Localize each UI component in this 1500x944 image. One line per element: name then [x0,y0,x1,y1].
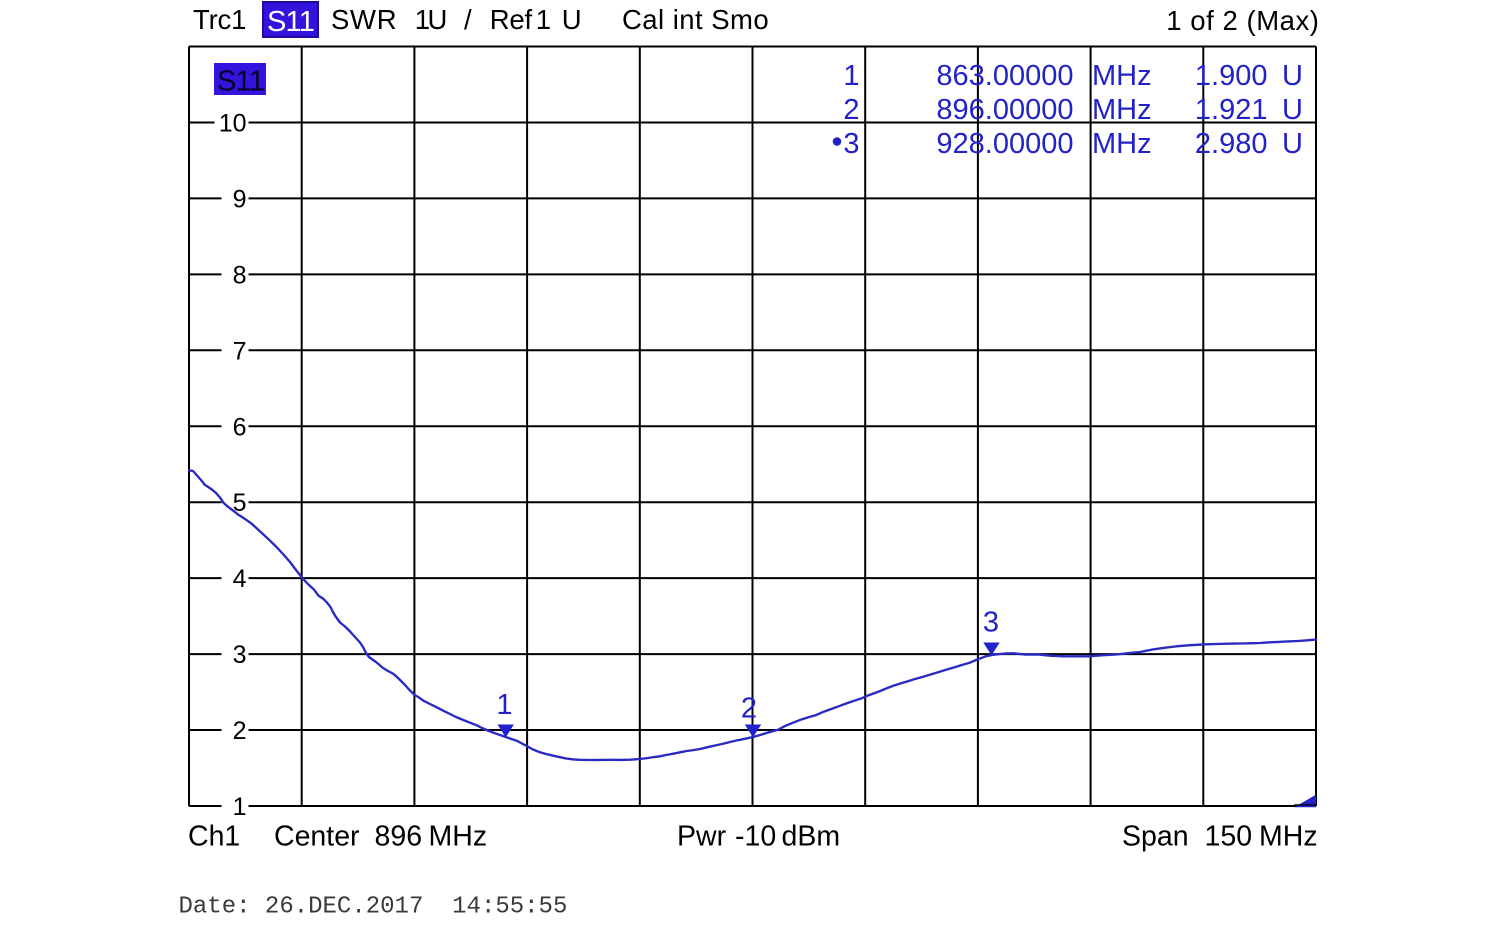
svg-text:Pwr: Pwr [677,821,727,853]
svg-text:9: 9 [233,185,247,213]
svg-text:1 of 2 (Max): 1 of 2 (Max) [1166,5,1319,36]
svg-text:3: 3 [233,641,247,669]
svg-text:150: 150 [1205,821,1253,853]
svg-text:1: 1 [843,60,859,92]
svg-text:Span: Span [1122,821,1189,853]
svg-text:Ch1: Ch1 [188,821,240,853]
svg-text:U: U [1282,128,1303,160]
svg-text:7: 7 [233,337,247,365]
svg-text:Center: Center [274,821,360,853]
svg-text:6: 6 [233,413,247,441]
svg-text:MHz: MHz [1259,821,1318,853]
svg-text:4: 4 [233,565,247,593]
svg-text:MHz: MHz [1092,128,1152,160]
svg-text:Date: 26.DEC.2017 14:55:55: Date: 26.DEC.2017 14:55:55 [179,894,568,921]
svg-text:MHz: MHz [1092,94,1152,126]
svg-text:U: U [1282,94,1303,126]
svg-text:5: 5 [233,489,247,517]
svg-text:3: 3 [983,607,999,639]
svg-text:896: 896 [375,821,423,853]
svg-text:8: 8 [233,261,247,289]
svg-text:SWR: SWR [331,4,397,35]
svg-text:S11: S11 [267,6,314,38]
svg-text:S11: S11 [217,66,264,98]
svg-text:U: U [428,4,448,35]
svg-text:3: 3 [843,128,859,160]
svg-text:MHz: MHz [1092,60,1152,92]
svg-text:-10: -10 [735,821,776,853]
svg-text:863.00000: 863.00000 [936,60,1073,92]
svg-text:U: U [562,4,582,35]
svg-text:Cal int Smo: Cal int Smo [622,4,769,35]
svg-text:10: 10 [219,109,247,137]
svg-text:Trc1: Trc1 [193,4,246,35]
svg-text:dBm: dBm [782,821,841,853]
svg-text:U: U [1282,60,1303,92]
svg-text:1: 1 [496,689,512,721]
svg-text:/: / [464,4,472,35]
svg-text:Ref: Ref [490,4,533,35]
svg-text:2: 2 [233,717,247,745]
svg-text:896.00000: 896.00000 [936,94,1073,126]
svg-text:2.980: 2.980 [1195,128,1268,160]
svg-text:1: 1 [536,4,551,35]
svg-text:1: 1 [233,793,247,821]
svg-text:MHz: MHz [429,821,488,853]
svg-text:928.00000: 928.00000 [936,128,1073,160]
svg-text:1: 1 [415,4,430,35]
svg-text:2: 2 [741,693,757,725]
svg-text:2: 2 [843,94,859,126]
svg-text:1.900: 1.900 [1195,60,1268,92]
svg-text:1.921: 1.921 [1195,94,1268,126]
